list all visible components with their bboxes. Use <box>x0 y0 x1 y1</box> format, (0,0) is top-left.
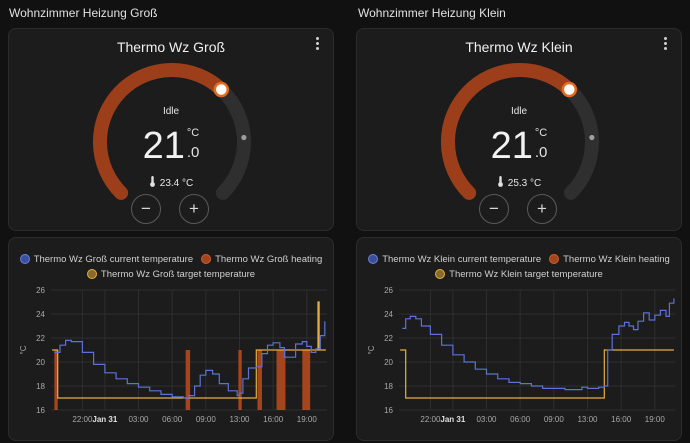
legend-target-temperature[interactable]: Thermo Wz Klein target temperature <box>435 269 603 280</box>
history-chart[interactable]: 26 24 22 20 18 16 22:00 Jan 31 03:00 06:00 09:00 13… <box>9 238 335 442</box>
x-tick-label: 19:00 <box>645 415 666 424</box>
current-temperature-value: 23.4 °C <box>159 178 194 189</box>
heating-bar <box>54 350 58 410</box>
thermometer-icon <box>149 176 155 187</box>
gauge-heating-arc <box>440 62 577 200</box>
increase-temperature-button[interactable]: + <box>179 194 209 224</box>
current-temperature: 25.3 °C <box>357 176 681 189</box>
hvac-state: Idle <box>510 106 528 117</box>
x-tick-label: 16:00 <box>263 415 284 424</box>
target-decimal: .0 <box>534 144 548 161</box>
hvac-state: Idle <box>162 106 180 117</box>
current-temperature-value: 25.3 °C <box>507 178 542 189</box>
gauge-heating-arc <box>92 62 229 200</box>
thermostat-card-gross: Thermo Wz Groß Idle 21 °C .0 23.4 °C − + <box>8 28 334 231</box>
decrease-temperature-button[interactable]: − <box>131 194 161 224</box>
y-tick-label: 18 <box>36 382 45 391</box>
gauge-current-indicator <box>241 134 247 141</box>
x-tick-label: 03:00 <box>476 415 497 424</box>
x-tick-label: 19:00 <box>297 415 318 424</box>
y-tick-label: 22 <box>36 334 45 343</box>
target-temperature-line <box>52 301 326 399</box>
legend-swatch-blue <box>368 254 379 264</box>
heating-bar <box>302 350 311 410</box>
x-tick-label: 13:00 <box>229 415 250 424</box>
legend-target-temperature[interactable]: Thermo Wz Groß target temperature <box>86 269 255 280</box>
y-axis-label: °C <box>367 345 376 354</box>
target-decimal: .0 <box>186 144 200 161</box>
y-tick-label: 20 <box>384 358 393 367</box>
legend-current-temperature[interactable]: Thermo Wz Klein current temperature <box>368 254 541 265</box>
target-unit: °C <box>534 127 548 139</box>
x-tick-label: 06:00 <box>162 415 183 424</box>
thermostat-name: Thermo Wz Klein <box>465 39 573 55</box>
thermostat-name: Thermo Wz Groß <box>116 39 226 55</box>
current-temperature-line <box>402 298 675 391</box>
y-tick-label: 26 <box>384 286 393 295</box>
current-temperature-line <box>54 321 326 399</box>
y-tick-label: 24 <box>36 310 45 319</box>
y-tick-label: 24 <box>384 310 393 319</box>
decrease-temperature-button[interactable]: − <box>479 194 509 224</box>
history-card-klein: Thermo Wz Klein current temperature Therm… <box>356 237 682 441</box>
heating-bar <box>238 350 242 410</box>
thermostat-gauge[interactable] <box>357 29 681 230</box>
heating-bar <box>185 350 191 410</box>
target-integer: 21 <box>490 125 533 167</box>
section-title-klein: Wohnzimmer Heizung Klein <box>358 6 506 20</box>
thermostat-gauge[interactable] <box>9 29 333 230</box>
x-tick-label: 06:00 <box>510 415 531 424</box>
gauge-target-handle[interactable] <box>561 81 578 98</box>
increase-temperature-button[interactable]: + <box>527 194 557 224</box>
more-options-icon[interactable] <box>311 37 323 53</box>
y-tick-label: 16 <box>384 406 393 415</box>
legend-heating[interactable]: Thermo Wz Klein heating <box>549 254 670 265</box>
x-tick-label: 09:00 <box>196 415 217 424</box>
history-chart[interactable]: 26 24 22 20 18 16 22:00 Jan 31 03:00 06:00 09:00 13… <box>357 238 683 442</box>
x-tick-label: 16:00 <box>611 415 632 424</box>
gauge-target-handle[interactable] <box>213 81 230 98</box>
target-unit: °C <box>186 127 200 139</box>
y-tick-label: 26 <box>36 286 45 295</box>
y-tick-label: 22 <box>384 334 393 343</box>
thermostat-card-klein: Thermo Wz Klein Idle 21 °C .0 25.3 °C − + <box>356 28 682 231</box>
y-tick-label: 18 <box>384 382 393 391</box>
target-temperature: 21 °C .0 <box>357 126 681 166</box>
gauge-current-indicator <box>589 134 595 141</box>
legend-swatch-yellow <box>435 269 446 279</box>
target-temperature: 21 °C .0 <box>9 126 333 166</box>
x-tick-label: Jan 31 <box>440 415 465 424</box>
chart-legend-row-2: Thermo Wz Groß target temperature <box>9 269 333 280</box>
legend-current-temperature[interactable]: Thermo Wz Groß current temperature <box>19 254 193 265</box>
chart-legend-row-2: Thermo Wz Klein target temperature <box>357 269 681 280</box>
history-card-gross: Thermo Wz Groß current temperature Thermo… <box>8 237 334 441</box>
legend-swatch-blue <box>19 254 30 264</box>
x-tick-label: 13:00 <box>577 415 598 424</box>
current-temperature: 23.4 °C <box>9 176 333 189</box>
section-title-gross: Wohnzimmer Heizung Groß <box>9 6 158 20</box>
y-tick-label: 16 <box>36 406 45 415</box>
legend-heating[interactable]: Thermo Wz Groß heating <box>201 254 322 265</box>
x-tick-label: Jan 31 <box>92 415 117 424</box>
y-axis-label: °C <box>19 345 28 354</box>
legend-swatch-yellow <box>86 269 97 279</box>
target-temperature-line <box>400 349 674 399</box>
legend-swatch-red <box>201 254 212 264</box>
x-tick-label: 22:00 <box>72 415 93 424</box>
x-tick-label: 09:00 <box>544 415 565 424</box>
heating-bar <box>276 350 286 410</box>
x-tick-label: 22:00 <box>420 415 441 424</box>
thermometer-icon <box>497 176 503 187</box>
chart-legend: Thermo Wz Groß current temperature Thermo… <box>9 254 333 265</box>
heating-bar <box>257 350 262 410</box>
legend-swatch-red <box>549 254 560 264</box>
y-tick-label: 20 <box>36 358 45 367</box>
chart-legend: Thermo Wz Klein current temperature Therm… <box>357 254 681 265</box>
more-options-icon[interactable] <box>659 37 671 53</box>
target-integer: 21 <box>142 125 185 167</box>
x-tick-label: 03:00 <box>128 415 149 424</box>
